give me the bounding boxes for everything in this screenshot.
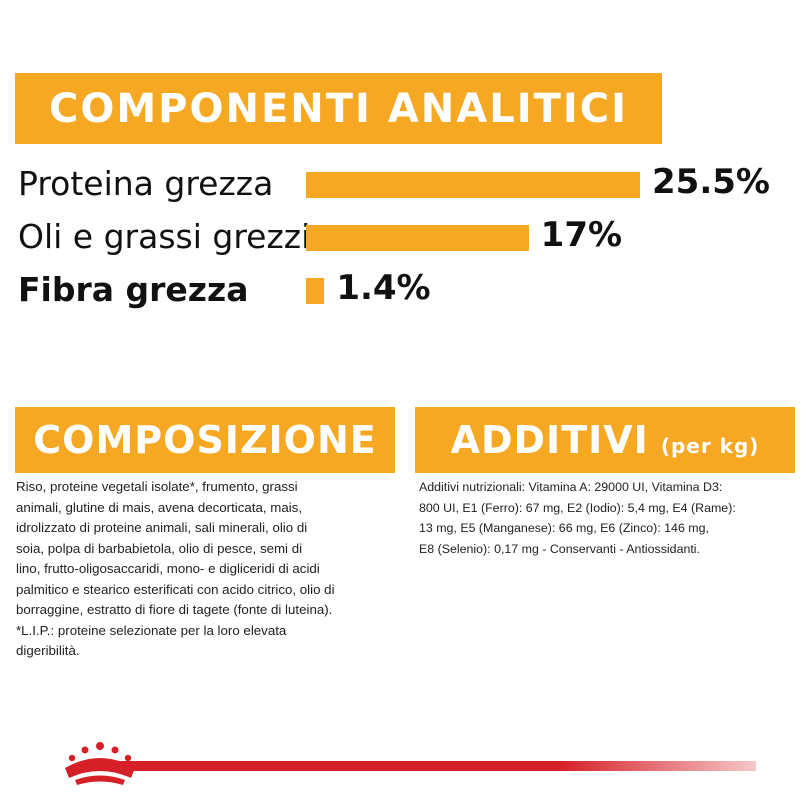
text-line: animali, glutine di mais, avena decortic… bbox=[16, 499, 303, 515]
category-label: Oli e grassi grezzi bbox=[18, 217, 311, 256]
text-line: palmitico e stearico esterificati con ac… bbox=[16, 581, 335, 597]
additivi-text: Additivi nutrizionali: Vitamina A: 29000… bbox=[419, 477, 795, 559]
text-line: 800 UI, E1 (Ferro): 67 mg, E2 (Iodio): 5… bbox=[419, 500, 736, 515]
text-line: borraggine, estratto di fiore di tagete … bbox=[16, 602, 333, 617]
value-label: 1.4% bbox=[336, 268, 431, 308]
text-line: *L.I.P.: proteine selezionate per la lor… bbox=[16, 622, 287, 638]
text-line: 13 mg, E5 (Manganese): 66 mg, E6 (Zinco)… bbox=[419, 521, 709, 535]
text-line: digeribilità. bbox=[16, 643, 80, 658]
crown-icon bbox=[65, 742, 135, 785]
text-line: soia, polpa di barbabietola, olio di pes… bbox=[16, 540, 303, 556]
nutrient-bar-chart: Proteina grezza 25.5% Oli e grassi grezzi 1… bbox=[0, 160, 812, 310]
bar bbox=[306, 225, 529, 251]
value-label: 25.5% bbox=[652, 162, 770, 202]
category-label: Fibra grezza bbox=[18, 270, 249, 309]
additivi-title: ADDITIVI bbox=[450, 418, 649, 462]
composizione-text: Riso, proteine vegetali isolate*, frumen… bbox=[16, 477, 390, 662]
analitici-banner: COMPONENTI ANALITICI bbox=[15, 73, 662, 144]
composizione-banner: COMPOSIZIONE bbox=[15, 407, 395, 473]
bar bbox=[306, 278, 325, 304]
text-line: Additivi nutrizionali: Vitamina A: 29000… bbox=[419, 480, 723, 494]
text-line: Riso, proteine vegetali isolate*, frumen… bbox=[16, 479, 298, 494]
composizione-title: COMPOSIZIONE bbox=[33, 418, 377, 462]
text-line: lino, frutto-oligosaccaridi, mono- e dig… bbox=[16, 561, 320, 576]
bar bbox=[306, 172, 640, 198]
footer-line bbox=[100, 761, 756, 771]
text-line: E8 (Selenio): 0,17 mg - Conservanti - An… bbox=[419, 541, 700, 556]
additivi-subtitle: (per kg) bbox=[660, 434, 760, 458]
text-line: idrolizzato di proteine animali, sali mi… bbox=[16, 520, 308, 535]
value-label: 17% bbox=[540, 215, 623, 255]
category-label: Proteina grezza bbox=[18, 164, 274, 203]
additivi-banner: ADDITIVI (per kg) bbox=[415, 407, 795, 473]
analitici-title: COMPONENTI ANALITICI bbox=[48, 85, 629, 132]
